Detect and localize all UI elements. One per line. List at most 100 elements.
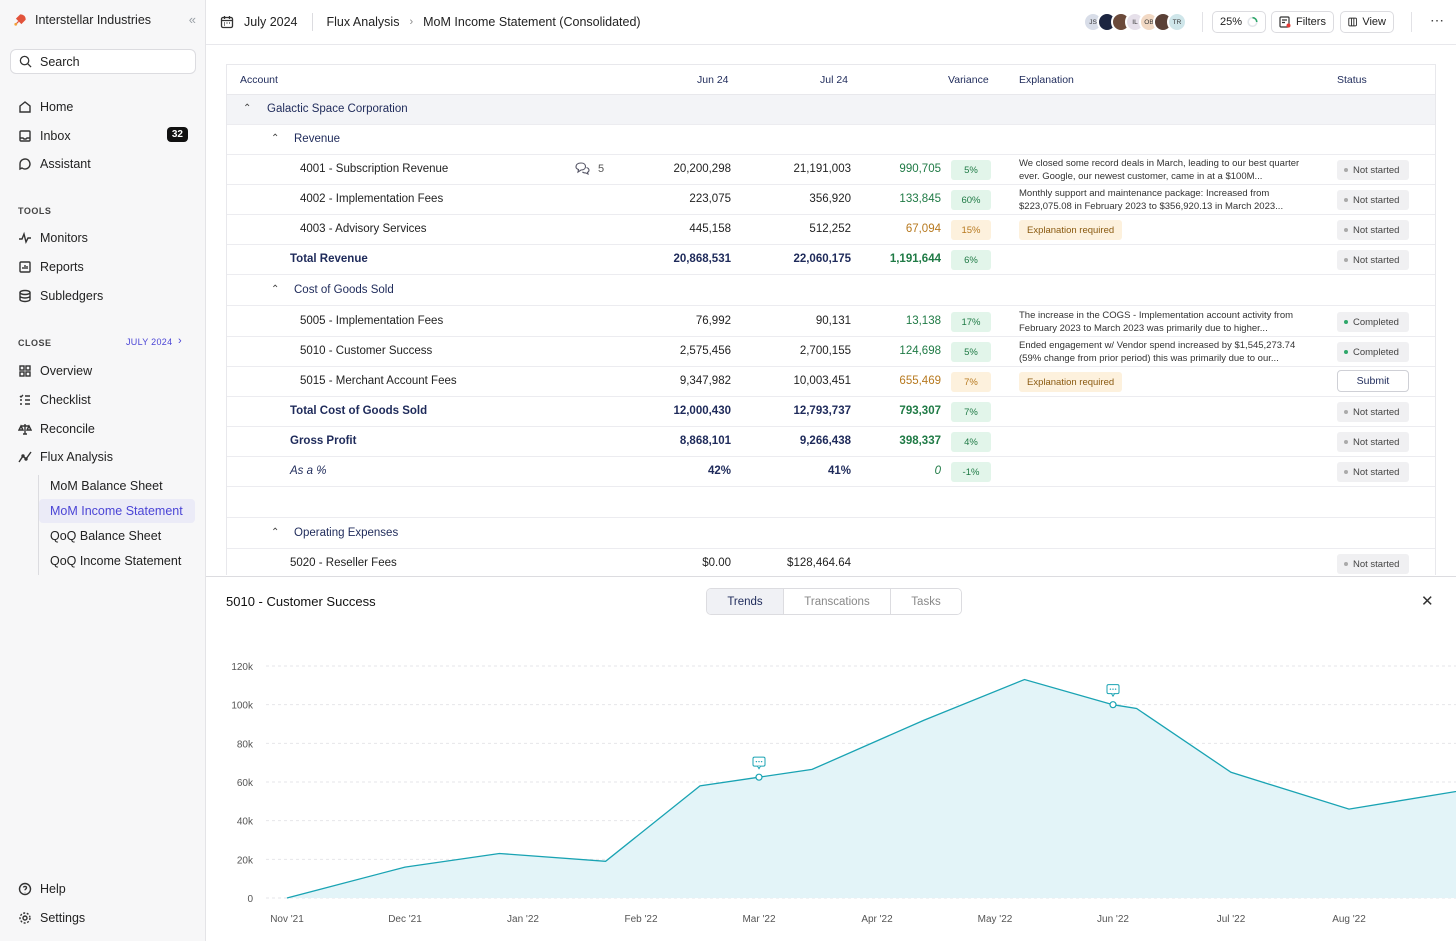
close-period-link[interactable]: JULY 2024 [126,337,173,347]
nav-reports[interactable]: Reports [18,257,190,277]
nav-subledgers[interactable]: Subledgers [18,286,190,306]
group-label: Operating Expenses [294,527,399,539]
nav-reconcile[interactable]: Reconcile [18,419,190,439]
explanation-text[interactable]: We closed some record deals in March, le… [1019,158,1300,182]
chevron-right-icon[interactable]: › [178,335,182,347]
total-row[interactable]: Gross Profit 8,868,101 9,266,438 398,337… [227,427,1435,457]
tab-trends[interactable]: Trends [707,589,783,614]
comments-button[interactable]: 5 [575,162,604,175]
table-row[interactable]: 5015 - Merchant Account Fees 9,347,982 1… [227,367,1435,397]
explanation-required-badge[interactable]: Explanation required [1019,220,1123,240]
progress-indicator[interactable]: 25% [1212,11,1266,33]
status-badge[interactable]: Not started [1337,250,1409,270]
status-badge[interactable]: Not started [1337,190,1409,210]
tab-transactions[interactable]: Transcations [783,589,890,614]
account-name: 5010 - Customer Success [300,345,433,357]
explanation-required-badge[interactable]: Explanation required [1019,372,1123,392]
explanation-text[interactable]: Monthly support and maintenance package:… [1019,188,1284,212]
status-label: Completed [1353,346,1399,358]
more-options-icon[interactable]: ⋯ [1430,12,1444,28]
subnav-mom-balance-sheet[interactable]: MoM Balance Sheet [50,479,163,493]
status-badge[interactable]: Not started [1337,402,1409,422]
search-input[interactable]: Search [10,49,196,74]
jul-value: 22,060,175 [793,253,851,265]
col-jul[interactable]: Jul 24 [820,74,849,86]
nav-home[interactable]: Home [18,97,190,117]
search-label: Search [40,54,80,69]
total-row[interactable]: Total Cost of Goods Sold 12,000,430 12,7… [227,397,1435,427]
account-name: 5020 - Reseller Fees [290,557,397,569]
chevron-up-icon[interactable]: ⌃ [243,103,252,114]
status-badge[interactable]: Not started [1337,432,1409,452]
collaborator-avatars[interactable]: JS IL OB TR [1083,12,1187,32]
data-point-marker [1109,701,1117,709]
x-tick-label: Jun '22 [1097,914,1129,925]
group-row-cogs[interactable]: ⌃ Cost of Goods Sold [227,276,1435,306]
nav-help[interactable]: Help [18,879,190,899]
period-selector[interactable]: July 2024 [244,15,298,29]
status-badge[interactable]: Completed [1337,312,1409,332]
spacer-row [227,488,1435,518]
jun-value: 76,992 [695,315,731,327]
nav-inbox[interactable]: Inbox 32 [18,126,190,146]
comment-marker-dot [755,760,758,763]
nav-overview[interactable]: Overview [18,361,190,381]
jun-value: 20,200,298 [673,163,731,175]
close-icon[interactable]: ✕ [1421,593,1434,610]
nav-inbox-label: Inbox [40,129,71,143]
col-explanation[interactable]: Explanation [1019,74,1074,86]
avatar[interactable]: TR [1167,12,1187,32]
subnav-qoq-balance-sheet[interactable]: QoQ Balance Sheet [50,529,162,543]
status-badge[interactable]: Completed [1337,342,1409,362]
nav-home-label: Home [40,100,74,114]
table-row[interactable]: 4003 - Advisory Services 445,158 512,252… [227,215,1435,245]
subnav-qoq-income-statement[interactable]: QoQ Income Statement [50,554,182,568]
jun-value: 8,868,101 [679,435,731,447]
nav-flux-analysis[interactable]: Flux Analysis [18,447,190,467]
chevron-up-icon[interactable]: ⌃ [271,527,280,538]
explanation-text[interactable]: Ended engagement w/ Vendor spend increas… [1019,340,1296,364]
status-badge[interactable]: Not started [1337,554,1409,574]
tab-tasks[interactable]: Tasks [890,589,961,614]
jun-value: 20,868,531 [673,253,731,265]
status-badge[interactable]: Not started [1337,462,1409,482]
variance-value: 793,307 [899,405,941,417]
col-variance[interactable]: Variance [948,74,989,86]
table-row[interactable]: 4001 - Subscription Revenue 5 20,200,298… [227,155,1435,185]
view-button[interactable]: View [1340,11,1394,33]
nav-checklist[interactable]: Checklist [18,390,190,410]
table-row[interactable]: 5010 - Customer Success 2,575,456 2,700,… [227,337,1435,367]
jun-value: 42% [707,465,731,477]
status-badge[interactable]: Not started [1337,160,1409,180]
table-row[interactable]: 5020 - Reseller Fees $0.00 $128,464.64 N… [227,549,1435,575]
variance-value: 398,337 [899,435,941,447]
group-row-opex[interactable]: ⌃ Operating Expenses [227,519,1435,549]
nav-settings[interactable]: Settings [18,908,190,928]
subnav-mom-income-statement[interactable]: MoM Income Statement [39,499,195,523]
nav-assistant[interactable]: Assistant [18,154,190,174]
chevron-up-icon[interactable]: ⌃ [271,133,280,144]
total-row[interactable]: As a % 42% 41% 0 -1% Not started [227,457,1435,487]
group-row-revenue[interactable]: ⌃ Revenue [227,125,1435,155]
nav-checklist-label: Checklist [40,393,91,407]
total-row[interactable]: Total Revenue 20,868,531 22,060,175 1,19… [227,245,1435,275]
nav-monitors[interactable]: Monitors [18,228,190,248]
x-tick-label: Jul '22 [1217,914,1246,925]
status-dot [1344,410,1348,414]
breadcrumb-flux-analysis[interactable]: Flux Analysis [326,15,400,29]
entity-row[interactable]: ⌃ Galactic Space Corporation [227,95,1435,125]
col-status[interactable]: Status [1337,74,1367,86]
status-badge[interactable]: Not started [1337,220,1409,240]
col-account[interactable]: Account [240,74,278,86]
collapse-sidebar-icon[interactable]: « [188,12,196,27]
submit-button[interactable]: Submit [1337,370,1409,392]
filters-button[interactable]: Filters [1271,11,1334,33]
col-jun[interactable]: Jun 24 [697,74,729,86]
inbox-count-badge: 32 [166,127,188,142]
table-row[interactable]: 4002 - Implementation Fees 223,075 356,9… [227,185,1435,215]
chevron-up-icon[interactable]: ⌃ [271,284,280,295]
explanation-text[interactable]: The increase in the COGS - Implementatio… [1019,310,1294,334]
workspace-switcher[interactable]: Interstellar Industries « [12,10,196,30]
table-row[interactable]: 5005 - Implementation Fees 76,992 90,131… [227,307,1435,337]
sidebar: Interstellar Industries « Search Home In… [0,0,206,941]
